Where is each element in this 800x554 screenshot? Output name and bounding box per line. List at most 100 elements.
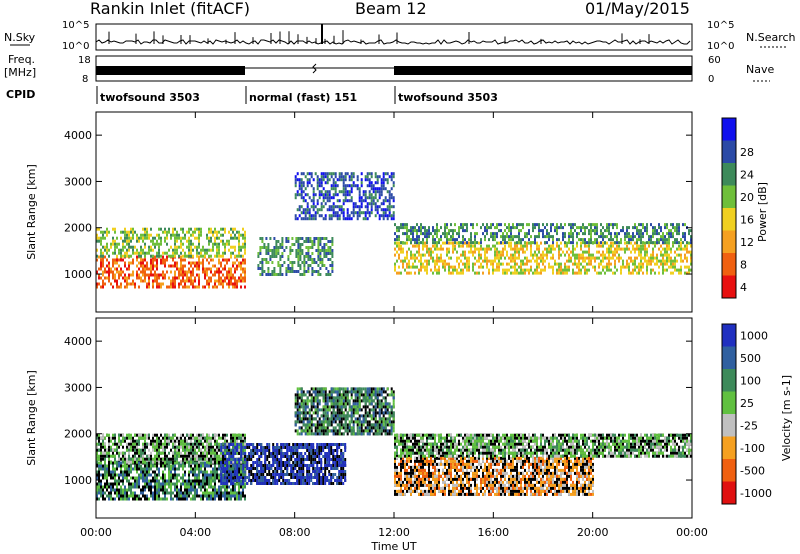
data-cell bbox=[178, 448, 180, 452]
data-cell bbox=[150, 485, 152, 489]
data-cell bbox=[114, 245, 116, 249]
data-cell bbox=[358, 211, 361, 215]
data-cell bbox=[664, 259, 666, 263]
data-cell bbox=[279, 255, 282, 258]
data-cell bbox=[130, 254, 132, 258]
data-cell bbox=[644, 256, 646, 260]
data-cell bbox=[470, 250, 472, 254]
data-cell bbox=[556, 229, 558, 233]
data-cell bbox=[202, 445, 204, 449]
data-cell bbox=[414, 229, 416, 233]
data-cell bbox=[618, 253, 620, 257]
data-cell bbox=[598, 241, 600, 245]
data-cell bbox=[98, 267, 100, 271]
data-cell bbox=[670, 250, 672, 254]
data-cell bbox=[208, 248, 210, 252]
data-cell bbox=[192, 254, 194, 258]
data-cell bbox=[271, 273, 274, 276]
data-cell bbox=[486, 256, 488, 260]
data-cell bbox=[108, 248, 110, 252]
data-cell bbox=[646, 223, 648, 227]
data-cell bbox=[360, 202, 363, 206]
data-cell bbox=[317, 243, 320, 246]
data-cell bbox=[462, 223, 464, 227]
data-cell bbox=[162, 251, 164, 255]
data-cell bbox=[298, 479, 301, 482]
data-cell bbox=[208, 457, 210, 461]
data-cell bbox=[122, 248, 124, 252]
data-cell bbox=[250, 473, 253, 476]
data-cell bbox=[198, 279, 200, 283]
colorbar-swatch bbox=[722, 275, 736, 298]
data-cell bbox=[374, 181, 377, 185]
data-cell bbox=[658, 232, 660, 236]
data-cell bbox=[218, 448, 220, 452]
data-cell bbox=[326, 193, 329, 197]
data-cell bbox=[300, 187, 303, 191]
data-cell bbox=[114, 227, 116, 231]
data-cell bbox=[560, 241, 562, 245]
data-cell bbox=[438, 265, 440, 269]
data-cell bbox=[300, 184, 303, 188]
data-cell bbox=[592, 256, 594, 260]
data-cell bbox=[360, 184, 363, 188]
data-cell bbox=[126, 470, 128, 474]
data-cell bbox=[472, 223, 474, 227]
data-cell bbox=[344, 473, 347, 476]
data-cell bbox=[295, 237, 298, 240]
data-cell bbox=[156, 461, 158, 465]
data-cell bbox=[302, 199, 305, 203]
data-cell bbox=[344, 172, 347, 176]
data-cell bbox=[210, 454, 212, 458]
data-cell bbox=[546, 253, 548, 257]
data-cell bbox=[402, 247, 404, 251]
data-cell bbox=[470, 223, 472, 227]
data-cell bbox=[342, 217, 345, 221]
data-cell bbox=[142, 239, 144, 243]
data-cell bbox=[512, 256, 514, 260]
data-cell bbox=[612, 253, 614, 257]
data-cell bbox=[462, 250, 464, 254]
data-cell bbox=[261, 273, 264, 276]
data-cell bbox=[326, 208, 329, 212]
data-cell bbox=[348, 190, 351, 194]
data-cell bbox=[626, 244, 628, 248]
data-cell bbox=[626, 232, 628, 236]
data-cell bbox=[120, 248, 122, 252]
data-cell bbox=[342, 393, 345, 397]
data-cell bbox=[316, 461, 319, 464]
data-cell bbox=[332, 205, 335, 209]
data-cell bbox=[174, 264, 176, 268]
data-cell bbox=[348, 429, 351, 433]
data-cell bbox=[236, 258, 238, 262]
data-cell bbox=[176, 264, 178, 268]
data-cell bbox=[330, 446, 333, 449]
data-cell bbox=[174, 439, 176, 443]
data-cell bbox=[320, 205, 323, 209]
data-cell bbox=[212, 488, 214, 492]
data-cell bbox=[148, 273, 150, 277]
data-cell bbox=[214, 457, 216, 461]
data-cell bbox=[374, 414, 377, 418]
data-cell bbox=[640, 229, 642, 233]
data-cell bbox=[122, 276, 124, 280]
data-cell bbox=[244, 494, 246, 498]
data-cell bbox=[528, 238, 530, 242]
data-cell bbox=[330, 217, 333, 221]
data-cell bbox=[464, 253, 466, 257]
data-cell bbox=[305, 270, 308, 273]
data-cell bbox=[520, 238, 522, 242]
data-cell bbox=[307, 267, 310, 270]
data-cell bbox=[270, 482, 273, 485]
data-cell bbox=[238, 254, 240, 258]
data-cell bbox=[114, 482, 116, 486]
data-cell bbox=[326, 426, 329, 430]
data-cell bbox=[326, 172, 329, 176]
data-cell bbox=[504, 271, 506, 275]
data-cell bbox=[438, 247, 440, 251]
data-cell bbox=[96, 248, 98, 252]
data-cell bbox=[536, 223, 538, 227]
data-cell bbox=[520, 247, 522, 251]
data-cell bbox=[259, 246, 262, 249]
data-cell bbox=[174, 227, 176, 231]
